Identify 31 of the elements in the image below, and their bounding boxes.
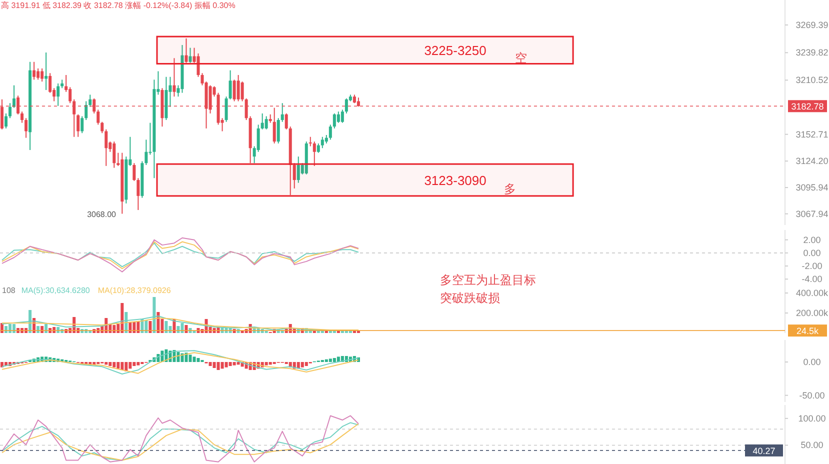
y-tick-label: 100.00 <box>798 413 826 424</box>
annotation: 突破跌破损 <box>440 291 500 305</box>
annotation: 多 <box>504 182 516 196</box>
y-tick-label: 2.00 <box>803 234 821 245</box>
y-tick-label: 3067.94 <box>796 208 828 219</box>
y-tick-label: 50.00 <box>800 440 824 450</box>
y-tick-label: 3239.82 <box>796 48 828 58</box>
ref-line-label: 3182.78 <box>791 102 824 112</box>
y-tick-label: 3269.39 <box>796 20 828 30</box>
band-label: 3225-3250 <box>424 43 486 58</box>
annotation: 空 <box>515 51 527 65</box>
y-tick-label: 3124.20 <box>796 156 828 166</box>
y-tick-label: 200.00k <box>796 308 829 318</box>
ref-line-label: 24.5k <box>796 326 819 336</box>
y-tick-label: -2.00 <box>802 261 822 272</box>
y-tick-label: 3095.94 <box>796 182 828 193</box>
y-tick-label: 3152.71 <box>796 129 828 140</box>
y-tick-label: -50.00 <box>799 390 825 400</box>
y-tick-label: 0.00 <box>803 248 821 258</box>
y-tick-label: 0.00 <box>803 357 821 367</box>
y-tick-label: -4.00 <box>802 274 822 284</box>
y-tick-label: 3210.52 <box>796 75 828 86</box>
ref-line-label: 40.27 <box>752 446 776 456</box>
text: MA(5):30,634.6280 <box>21 286 90 295</box>
annotation: 高 3191.91 低 3182.39 收 3182.78 涨幅 -0.12%(-3.84) 振幅 0.30% <box>1 1 236 10</box>
text: MA(10):28,379.0926 <box>98 286 172 295</box>
annotation: 108 <box>2 286 16 295</box>
band-label: 3123-3090 <box>424 173 486 188</box>
annotation: 多空互为止盈目标 <box>440 273 536 287</box>
y-tick-label: 400.00k <box>796 288 829 298</box>
annotation: 3068.00 <box>87 210 117 219</box>
